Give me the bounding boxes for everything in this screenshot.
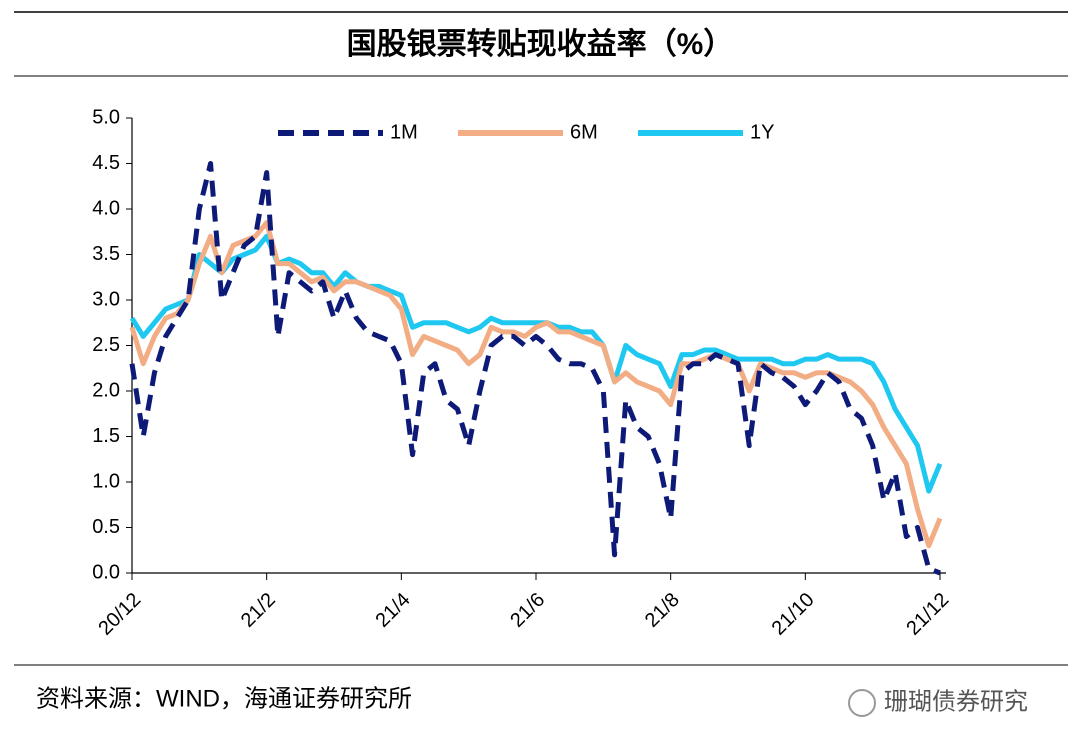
y-tick-label: 3.5 [92, 243, 120, 265]
x-tick-label: 21/8 [641, 589, 684, 632]
line-series [129, 233, 943, 494]
y-tick-label: 4.0 [92, 197, 120, 219]
y-tick-label: 2.0 [92, 379, 120, 401]
watermark: 珊瑚债券研究 [884, 688, 1028, 715]
y-tick-label: 1.5 [92, 425, 120, 447]
x-tick-label: 21/10 [768, 589, 819, 640]
line-series [129, 161, 941, 576]
watermark-icon [848, 689, 876, 717]
source: 资料来源：WIND，海通证券研究所 [36, 685, 412, 712]
y-tick-label: 1.0 [92, 470, 120, 492]
legend-label: 6M [570, 121, 598, 143]
legend-label: 1M [390, 121, 418, 143]
y-tick-label: 5.0 [92, 106, 120, 128]
y-tick-label: 4.5 [92, 152, 120, 174]
x-tick-label: 21/12 [902, 589, 953, 640]
y-tick-label: 3.0 [92, 288, 120, 310]
line-series [129, 220, 943, 549]
y-tick-label: 2.5 [92, 334, 120, 356]
legend-label: 1Y [750, 121, 774, 143]
x-tick-label: 21/4 [372, 589, 415, 632]
chart-title: 国股银票转贴现收益率（%） [347, 27, 734, 61]
y-tick-label: 0.0 [92, 561, 120, 583]
y-tick-label: 0.5 [92, 516, 120, 538]
x-tick-label: 20/12 [94, 589, 145, 640]
x-tick-label: 21/6 [506, 589, 549, 632]
x-tick-label: 21/2 [237, 589, 280, 632]
